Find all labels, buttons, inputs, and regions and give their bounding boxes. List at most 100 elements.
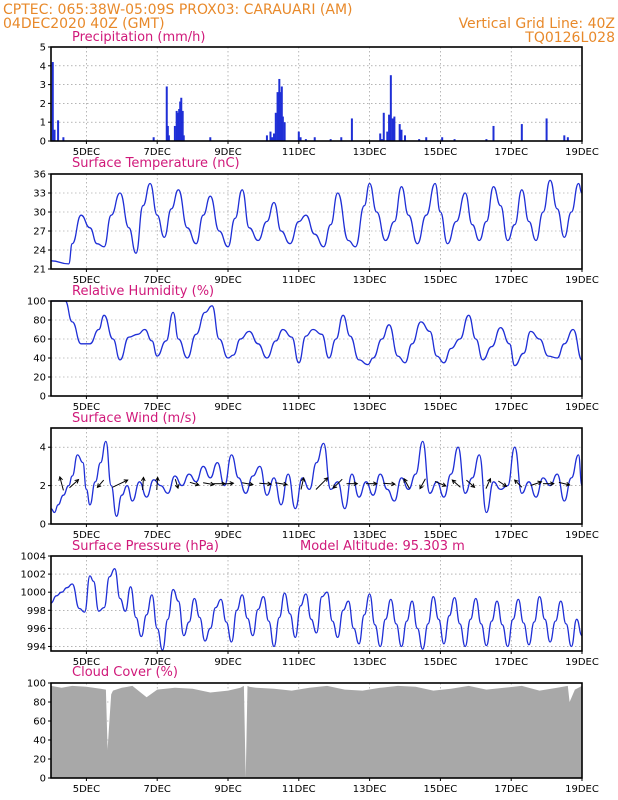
cloud-cover-frame	[50, 682, 583, 779]
humidity-date-label: 19DEC	[565, 402, 599, 413]
wind-arrow	[530, 480, 543, 486]
wind-date-label: 19DEC	[565, 530, 599, 541]
wind-arrow	[300, 476, 306, 490]
wind-arrow	[189, 481, 200, 487]
precipitation-frame	[50, 46, 583, 142]
wind-date-label: 13DEC	[353, 530, 387, 541]
precip-bar	[209, 137, 212, 141]
wind-date-label: 5DEC	[73, 530, 100, 541]
precip-bar	[152, 137, 155, 141]
humidity-date-label: 17DEC	[494, 402, 528, 413]
precip-bar	[297, 131, 300, 141]
precipitation-ytick-label: 2	[40, 99, 46, 110]
cloud-cover-date-label: 9DEC	[214, 784, 241, 795]
precip-bar	[520, 124, 523, 141]
precip-bar	[388, 114, 391, 141]
pressure-date-label: 11DEC	[282, 657, 316, 668]
humidity-ytick-label: 0	[40, 392, 46, 403]
precip-bar	[485, 139, 488, 141]
precip-bar	[545, 118, 548, 141]
temperature-ytick-label: 21	[33, 265, 46, 276]
temperature-ytick-label: 30	[33, 208, 46, 219]
precip-bar	[400, 129, 403, 141]
precip-bar	[313, 137, 316, 141]
precip-bar	[304, 139, 307, 141]
temperature-panel: 21 24 27 30 33 36 5DEC 7DEC 9DEC 11DEC 13DEC 15DEC 1…	[33, 156, 599, 286]
precip-bar	[278, 78, 281, 141]
precipitation-date-label: 7DEC	[144, 147, 171, 158]
header-grid-line: Vertical Grid Line: 40Z	[459, 16, 615, 32]
wind-ytick-label: 4	[40, 443, 46, 454]
wind-arrow	[466, 479, 476, 488]
precip-bar	[404, 135, 406, 141]
precipitation-ytick-label: 4	[40, 61, 46, 72]
precip-bar	[350, 118, 353, 141]
panels: 0 1 2 3 4 5 5DEC 7DEC 9DEC 11DEC 13DEC 15DEC 17DEC 19…	[21, 30, 599, 795]
pressure-ytick-label: 1000	[21, 588, 46, 599]
precip-bar	[182, 135, 185, 141]
header-model: TQ0126L028	[524, 30, 615, 46]
cloud-cover-date-label: 7DEC	[144, 784, 171, 795]
temperature-date-label: 17DEC	[494, 275, 528, 286]
humidity-ytick-label: 80	[33, 316, 46, 327]
wind-ytick-label: 2	[40, 481, 46, 492]
temperature-date-label: 9DEC	[214, 275, 241, 286]
wind-arrow	[275, 481, 288, 487]
temperature-date-label: 7DEC	[144, 275, 171, 286]
precip-bar	[175, 110, 178, 141]
cloud-cover-ytick-label: 20	[33, 755, 46, 766]
wind-series-line	[50, 440, 583, 517]
pressure-date-label: 17DEC	[494, 657, 528, 668]
temperature-date-label: 5DEC	[73, 275, 100, 286]
header-run-time: 04DEC2020 40Z (GMT)	[3, 16, 165, 32]
precip-bar	[389, 75, 392, 141]
temperature-title: Surface Temperature (nC)	[72, 156, 240, 171]
humidity-date-label: 13DEC	[353, 402, 387, 413]
precip-bar	[563, 135, 566, 141]
precip-bar	[276, 92, 279, 141]
cloud-cover-date-label: 11DEC	[282, 784, 316, 795]
precip-bar	[173, 125, 176, 141]
wind-arrow	[419, 478, 426, 490]
precip-bar	[329, 139, 332, 141]
precip-bar	[165, 86, 168, 141]
cloud-cover-date-label: 5DEC	[73, 784, 100, 795]
precip-bar	[492, 125, 495, 141]
precip-bar	[271, 137, 274, 141]
wind-panel: 0 2 4 5DEC 7DEC 9DEC 11DEC 13DEC 15DEC 17DEC 19DEC…	[40, 411, 599, 541]
temperature-ytick-label: 27	[33, 227, 46, 238]
wind-date-label: 9DEC	[214, 530, 241, 541]
precip-bar	[299, 137, 302, 141]
cloud-cover-date-label: 17DEC	[494, 784, 528, 795]
precip-bar	[51, 62, 54, 141]
temperature-date-label: 13DEC	[353, 275, 387, 286]
precipitation-date-label: 19DEC	[565, 147, 599, 158]
precipitation-date-label: 9DEC	[214, 147, 241, 158]
pressure-ytick-label: 998	[27, 606, 46, 617]
pressure-ytick-label: 1004	[21, 552, 46, 563]
precipitation-ytick-label: 3	[40, 80, 46, 91]
precip-bar	[269, 131, 272, 141]
wind-ytick-label: 0	[40, 520, 46, 531]
cloud-cover-date-label: 19DEC	[565, 784, 599, 795]
temperature-date-label: 15DEC	[424, 275, 458, 286]
precip-bar	[566, 137, 569, 141]
precipitation-ytick-label: 5	[40, 43, 46, 54]
precip-bar	[281, 116, 284, 141]
precipitation-ytick-label: 0	[40, 137, 46, 148]
pressure-title: Surface Pressure (hPa)	[72, 539, 219, 554]
wind-date-label: 15DEC	[424, 530, 458, 541]
precip-bar	[425, 137, 428, 141]
precip-bar	[398, 124, 401, 141]
humidity-ytick-label: 60	[33, 335, 46, 346]
humidity-date-label: 11DEC	[282, 402, 316, 413]
precipitation-date-label: 11DEC	[282, 147, 316, 158]
wind-frame	[50, 427, 583, 525]
precip-bar	[380, 139, 383, 141]
humidity-ytick-label: 100	[27, 297, 46, 308]
pressure-date-label: 5DEC	[73, 657, 100, 668]
wind-date-label: 17DEC	[494, 530, 528, 541]
pressure-date-label: 13DEC	[353, 657, 387, 668]
wind-arrow	[498, 480, 508, 487]
